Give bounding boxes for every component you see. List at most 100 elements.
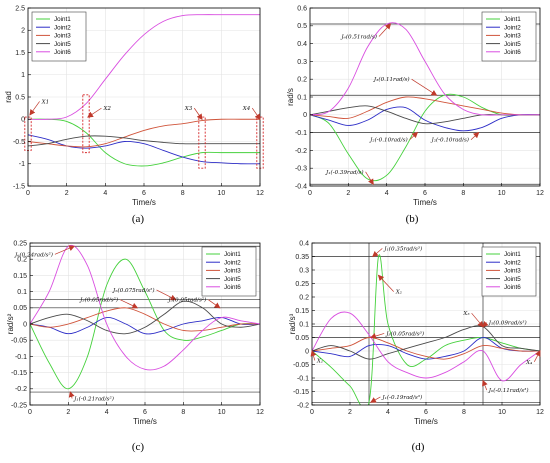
- annotation-label: J₆(0.51rad/s): [340, 33, 377, 40]
- annotation-arrow: [29, 101, 40, 116]
- plot-content: [312, 243, 540, 405]
- y-tick-label: -0.1: [15, 354, 27, 361]
- annotation-arrow: [409, 131, 419, 140]
- x-tick-label: 10: [217, 190, 225, 197]
- annotation-label: X₄: [525, 360, 533, 366]
- y-axis-label: rad/s²: [6, 313, 15, 334]
- x-tick-label: 10: [498, 190, 506, 197]
- x-tick-label: 12: [536, 190, 544, 197]
- y-tick-label: 0.1: [299, 321, 309, 328]
- legend-label-joint2: Joint2: [54, 24, 71, 31]
- chart-panel-d: 0 2 4 6 8 10 12 -0.2 -0.15 -0.1 -0.05 0 0.05 0.1 0.15 0…: [288, 240, 544, 453]
- legend-box: [31, 11, 87, 62]
- legend-label-joint6: Joint6: [504, 49, 521, 56]
- y-tick-label: 0.05: [295, 335, 309, 342]
- annotation-arrow: [193, 107, 203, 121]
- y-tick-label: 1.5: [15, 50, 25, 57]
- y-axis-label: rad/s: [286, 88, 295, 106]
- legend-label-joint3: Joint3: [54, 33, 71, 40]
- annotation-label: X₂: [395, 290, 403, 296]
- y-tick-label: 0.3: [299, 267, 309, 274]
- y-tick-label: 0: [303, 112, 307, 119]
- x-axis-label: Time/s: [413, 198, 437, 207]
- y-tick-label: -1.5: [13, 183, 25, 190]
- annotation-label: J₃(0.11rad/s): [373, 76, 410, 83]
- annotation-label: J₆(-0.11rad/s³): [488, 387, 529, 394]
- x-tick-label: 6: [424, 409, 428, 416]
- x-tick-label: 10: [218, 409, 226, 416]
- y-tick-label: -0.4: [295, 183, 307, 190]
- annotation-arrow: [482, 321, 489, 328]
- x-tick-label: 6: [143, 409, 147, 416]
- x-tick-label: 2: [66, 409, 70, 416]
- x-tick-label: 4: [105, 409, 109, 416]
- marker-box-x2: [82, 94, 90, 154]
- y-tick-label: 0: [23, 321, 27, 328]
- x-tick-label: 12: [536, 409, 544, 416]
- legend-label-joint6: Joint6: [224, 284, 241, 291]
- chart-panels: 0 2 4 6 8 10 12 -1.5 -1 -0.5 0 0.5 1 1.5 2 2.5 Time/s rad…: [4, 5, 544, 453]
- annotation-arrow: [378, 23, 392, 37]
- annotation-label: X3: [184, 106, 193, 112]
- y-axis-label: rad/s³: [288, 313, 297, 334]
- x-tick-label: 2: [65, 190, 69, 197]
- annotation-arrow: [377, 274, 394, 292]
- series-line-joint2: [310, 106, 540, 132]
- series-line-joint6: [312, 311, 540, 382]
- annotation-arrow: [471, 312, 484, 328]
- x-tick-label: 8: [462, 409, 466, 416]
- x-axis-label: Time/s: [133, 417, 157, 426]
- annotation-arrow: [533, 350, 541, 362]
- series-line-joint3: [312, 337, 540, 360]
- legend-label-joint1: Joint1: [54, 16, 71, 23]
- annotation-label: X4: [242, 106, 251, 112]
- y-tick-label: 0.3: [297, 59, 307, 66]
- y-tick-label: -1: [19, 161, 25, 168]
- x-tick-label: 12: [256, 409, 264, 416]
- series-line-joint5: [312, 325, 540, 360]
- legend-label-joint1: Joint1: [504, 16, 521, 23]
- y-tick-label: 0.5: [15, 94, 25, 101]
- y-tick-label: -0.1: [297, 375, 309, 382]
- y-tick-label: 0.2: [17, 257, 27, 264]
- annotation-arrow: [87, 107, 102, 118]
- x-tick-label: 2: [346, 190, 350, 197]
- y-tick-label: 0: [305, 348, 309, 355]
- legend-label-joint2: Joint2: [504, 24, 521, 31]
- annotation-label: J₅(0.075rad/s²): [112, 287, 154, 294]
- annotation-label: J₂(-0.10rad/s): [369, 137, 408, 144]
- x-tick-label: 4: [103, 190, 107, 197]
- annotation-arrow: [411, 78, 438, 96]
- x-axis-label: Time/s: [414, 417, 438, 426]
- annotation-arrow: [54, 245, 76, 255]
- y-tick-label: -0.05: [11, 338, 27, 345]
- annotation-arrow: [310, 350, 317, 361]
- annotation-arrow: [372, 248, 383, 258]
- y-tick-label: 0.2: [297, 77, 307, 84]
- y-tick-label: -0.5: [13, 139, 25, 146]
- annotation-arrow: [470, 131, 480, 140]
- annotation-label: X2: [102, 106, 111, 112]
- y-tick-label: 0.15: [13, 273, 27, 280]
- x-tick-label: 6: [423, 190, 427, 197]
- series-line-joint5: [30, 300, 260, 335]
- y-tick-label: -0.15: [293, 389, 309, 396]
- series-line-joint6: [28, 14, 260, 120]
- x-tick-label: 10: [498, 409, 506, 416]
- chart-panel-a: 0 2 4 6 8 10 12 -1.5 -1 -0.5 0 0.5 1 1.5 2 2.5 Time/s rad…: [4, 5, 264, 225]
- x-tick-label: 4: [386, 409, 390, 416]
- legend-box: [201, 246, 257, 297]
- series-line-joint1: [30, 258, 260, 390]
- series-line-joint5: [28, 135, 260, 147]
- legend-box: [481, 11, 537, 62]
- y-tick-label: 0.5: [297, 23, 307, 30]
- panel-label: (c): [132, 441, 145, 453]
- annotation-label: J₁(-0.39rad/s): [325, 169, 364, 176]
- y-tick-label: 0.15: [295, 308, 309, 315]
- x-tick-label: 2: [348, 409, 352, 416]
- annotation-label: X₃: [462, 311, 470, 317]
- legend-label-joint2: Joint2: [504, 259, 521, 266]
- y-tick-label: 0.25: [295, 281, 309, 288]
- y-tick-label: -0.2: [15, 386, 27, 393]
- annotation-label: J₁(-0.21rad/s²): [73, 396, 114, 403]
